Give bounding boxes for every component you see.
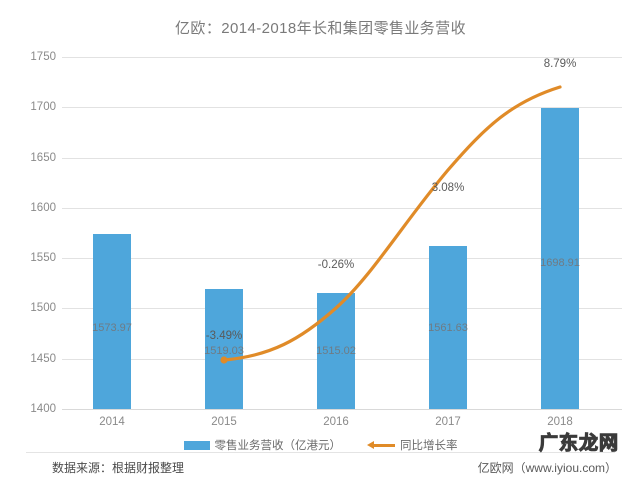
growth-label-2018: 8.79% [543,58,577,70]
x-tick-label-2014: 2014 [99,416,125,428]
x-tick-label-2016: 2016 [323,416,349,428]
footer-divider [26,452,615,453]
chart-legend: 零售业务营收（亿港元） 同比增长率 [0,437,641,453]
x-axis-line [62,409,622,410]
bar-value-2016: 1515.02 [316,345,356,357]
plot-area: 1573.97 1519.03 1515.02 1561.63 1698.91 [62,57,622,409]
site-watermark: 亿欧网（www.iyiou.com） [477,461,617,475]
x-tick-label-2015: 2015 [211,416,237,428]
line-arrow-swatch-icon [367,440,395,450]
y-tick-label: 1700 [30,101,56,114]
growth-label-2017: 3.08% [431,182,465,194]
x-tick-label-2018: 2018 [547,416,573,428]
legend-label-growth: 同比增长率 [400,440,458,452]
chart-title: 亿欧：2014-2018年长和集团零售业务营收 [175,20,466,37]
y-tick-label: 1600 [30,201,56,214]
gridline [62,207,622,209]
bar-value-2014: 1573.97 [92,322,132,334]
legend-item-revenue[interactable]: 零售业务营收（亿港元） [183,437,342,453]
legend-label-revenue: 零售业务营收（亿港元） [214,440,342,452]
bar-2014[interactable] [93,234,131,409]
bar-value-2015: 1519.03 [204,345,244,357]
growth-label-2015: -3.49% [205,330,243,342]
bar-swatch-icon [183,440,210,450]
growth-label-2016: -0.26% [317,259,355,271]
y-tick-label: 1500 [30,302,56,315]
x-tick-label-2017: 2017 [435,416,461,428]
source-note: 数据来源：根据财报整理 [52,461,185,475]
brand-watermark: 广东龙网 [538,432,619,454]
bar-value-2017: 1561.63 [428,322,468,334]
bar-value-2018: 1698.91 [540,257,580,269]
y-tick-label: 1400 [30,403,56,415]
y-tick-label: 1650 [30,151,56,164]
y-tick-label: 1750 [30,51,56,63]
gridline [62,57,622,58]
y-tick-label: 1550 [30,252,56,265]
legend-item-growth[interactable]: 同比增长率 [367,437,458,453]
gridline [62,107,622,109]
y-axis: 1750 1700 1650 1600 1550 1500 1450 1400 [8,51,56,415]
y-tick-label: 1450 [30,352,56,365]
gridline [62,157,622,159]
